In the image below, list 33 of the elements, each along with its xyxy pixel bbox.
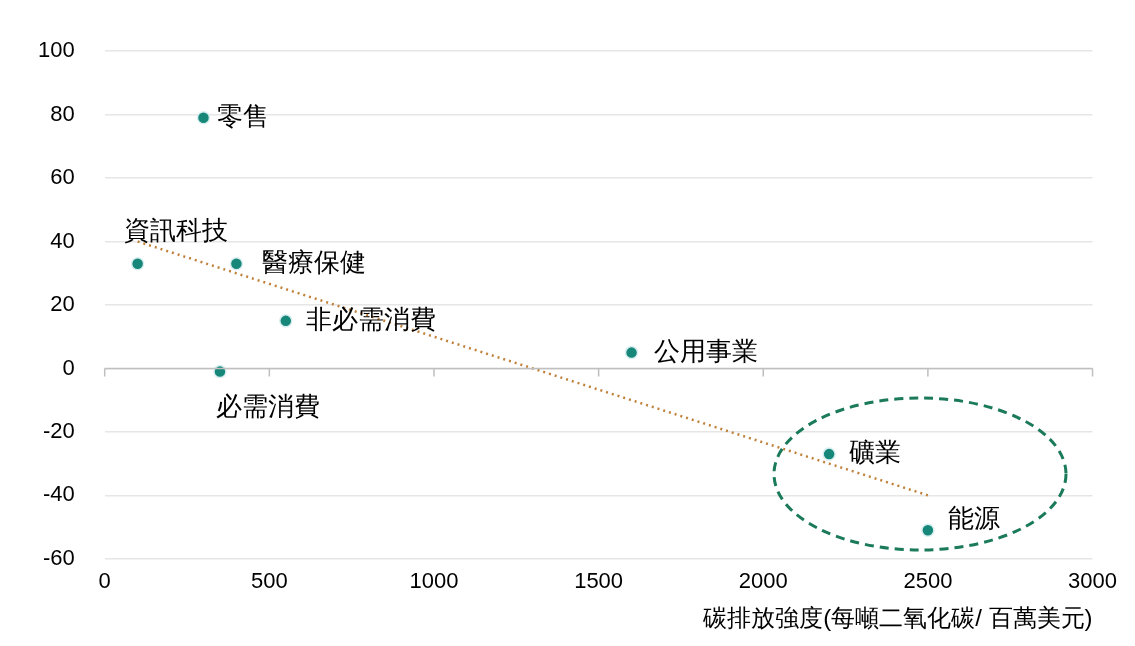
x-tick-label: 2000	[738, 568, 788, 594]
x-tick-label: 1500	[574, 568, 624, 594]
x-tick-label: 1000	[409, 568, 459, 594]
x-tick-label: 2500	[903, 568, 953, 594]
annotation: 能源	[947, 503, 1000, 534]
point	[213, 364, 227, 379]
point	[279, 314, 293, 328]
y-tick-label: 80	[50, 100, 75, 126]
point	[822, 447, 836, 461]
y-tick-label: 0	[62, 354, 75, 380]
x-tick-label: 0	[98, 568, 111, 594]
annotation: 醫療保健	[262, 246, 367, 277]
point	[130, 257, 145, 271]
x-tick-label: 500	[250, 568, 288, 594]
annotation: 零售	[217, 100, 270, 131]
x-tick-label: 3000	[1068, 568, 1118, 594]
y-tick-label: 60	[50, 164, 75, 190]
annotation: 非必需消費	[305, 304, 436, 335]
y-tick-label: -20	[42, 417, 75, 443]
x-axis-title: 碳排放強度(每噸二氧化碳/ 百萬美元)	[702, 604, 1093, 632]
annotation: 公用事業	[653, 335, 758, 366]
annotation: 礦業	[849, 437, 902, 468]
point	[196, 111, 211, 125]
y-tick-label: -60	[42, 544, 75, 570]
point	[229, 257, 244, 271]
annotation: 資訊科技	[123, 214, 228, 245]
y-tick-label: -40	[42, 481, 75, 507]
annotation: 必需消費	[215, 390, 320, 421]
y-tick-label: 40	[50, 227, 75, 253]
y-tick-label: 20	[50, 291, 75, 317]
point	[921, 523, 935, 537]
point	[624, 345, 639, 360]
y-tick-label: 100	[37, 37, 75, 63]
